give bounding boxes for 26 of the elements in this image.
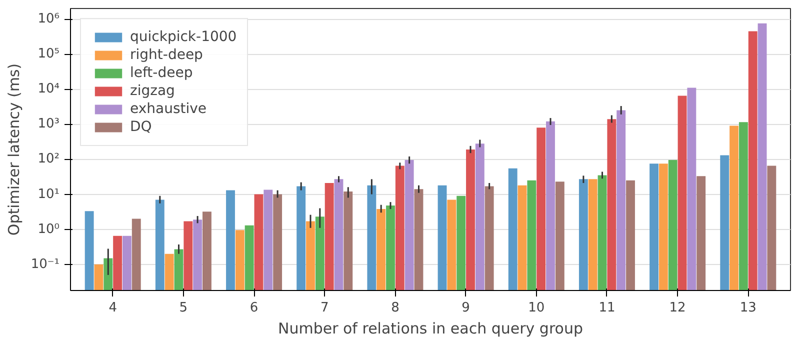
x-tick-label: 11 [598,300,616,316]
legend-label: left-deep [130,65,193,81]
x-tick-label: 13 [740,300,756,316]
y-tick-label: 10⁴ [38,82,60,97]
legend-label: zigzag [130,83,175,99]
x-tick-label: 6 [250,300,258,316]
y-tick-label: 10³ [38,116,60,132]
x-tick-label: 7 [320,300,329,316]
x-axis-title: Number of relations in each query group [278,320,584,338]
y-tick-label: 10¹ [38,186,60,202]
legend-label: right-deep [130,47,203,63]
x-tick-label: 10 [528,300,545,316]
x-tick-label: 5 [179,300,188,316]
x-tick-label: 4 [108,300,117,316]
y-tick-label: 10⁰ [38,222,60,237]
y-tick-label: 10⁵ [38,46,60,62]
y-axis-title: Optimizer latency (ms) [4,63,23,236]
legend-label: quickpick-1000 [130,29,237,45]
legend-label: DQ [130,119,152,135]
x-tick-label: 9 [462,300,470,316]
y-tick-label: 10² [38,152,60,167]
y-tick-label: 10⁻¹ [30,256,60,272]
legend-label: exhaustive [130,101,207,117]
y-tick-label: 10⁶ [38,12,60,27]
x-tick-label: 8 [391,300,400,316]
x-tick-label: 12 [669,300,686,316]
